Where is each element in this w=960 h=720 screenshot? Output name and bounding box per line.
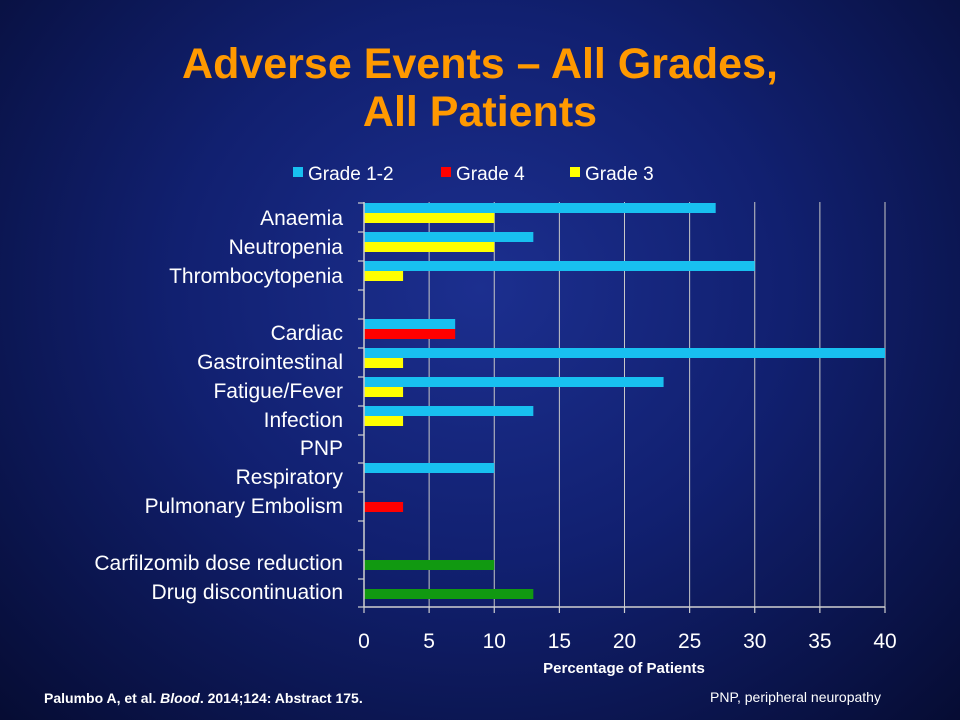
chart-category-labels: Anaemia Neutropenia Thrombocytopenia Cardia… [94, 207, 343, 604]
bar-other-carfilzomib-dose-reduction [364, 560, 495, 570]
chart-legend: Grade 1-2 Grade 4 Grade 3 [293, 164, 654, 185]
x-tick-label-5: 5 [423, 630, 435, 653]
x-axis-label: Percentage of Patients [543, 660, 705, 677]
legend-label-grade-1-2: Grade 1-2 [308, 164, 394, 185]
citation-journal: Blood [160, 690, 200, 706]
legend-label-grade-3: Grade 3 [585, 164, 654, 185]
category-label-anaemia: Anaemia [260, 207, 343, 230]
x-tick-label-0: 0 [358, 630, 370, 653]
x-tick-label-10: 10 [483, 630, 506, 653]
citation-authors: Palumbo A, et al. [44, 690, 161, 706]
bar-grade-1-2-gastrointestinal [364, 348, 885, 358]
abbreviation-note: PNP, peripheral neuropathy [710, 689, 881, 705]
bar-grade-1-2-neutropenia [364, 232, 534, 242]
chart-x-tick-labels: 0 5 10 15 20 25 30 35 40 [358, 630, 897, 653]
slide-title-line-2: All Patients [362, 88, 598, 136]
bar-grade-3-fatigue-fever [364, 387, 404, 397]
category-label-fatigue-fever: Fatigue/Fever [213, 380, 343, 403]
bar-grade-3-thrombocytopenia [364, 271, 404, 281]
slide-title-line-1: Adverse Events – All Grades, [182, 40, 778, 88]
bar-grade-4-cardiac [364, 329, 456, 339]
category-label-drug-discontinuation: Drug discontinuation [152, 581, 343, 604]
slide-title: Adverse Events – All Grades, All Patient… [0, 40, 960, 136]
bar-grade-1-2-cardiac [364, 319, 456, 329]
legend-swatch-grade-4 [441, 167, 451, 177]
bar-grade-4-pulmonary-embolism [364, 502, 404, 512]
chart-bars [364, 203, 885, 599]
category-label-infection: Infection [264, 409, 343, 432]
x-tick-label-15: 15 [548, 630, 571, 653]
category-label-thrombocytopenia: Thrombocytopenia [169, 265, 343, 288]
x-tick-label-20: 20 [613, 630, 636, 653]
x-tick-label-40: 40 [873, 630, 896, 653]
bar-grade-3-gastrointestinal [364, 358, 404, 368]
category-label-respiratory: Respiratory [236, 466, 344, 489]
bar-grade-3-infection [364, 416, 404, 426]
category-label-carfilzomib-dose-reduction: Carfilzomib dose reduction [94, 552, 343, 575]
citation-footnote: Palumbo A, et al. Blood. 2014;124: Abstr… [44, 690, 363, 706]
legend-label-grade-4: Grade 4 [456, 164, 525, 185]
bar-grade-1-2-anaemia [364, 203, 716, 213]
chart-axes [358, 202, 886, 613]
bar-grade-3-anaemia [364, 213, 495, 223]
category-label-gastrointestinal: Gastrointestinal [197, 351, 343, 374]
bar-grade-1-2-fatigue-fever [364, 377, 664, 387]
category-label-cardiac: Cardiac [271, 322, 343, 345]
legend-swatch-grade-1-2 [293, 167, 303, 177]
bar-grade-3-neutropenia [364, 242, 495, 252]
x-tick-label-30: 30 [743, 630, 766, 653]
bar-grade-1-2-infection [364, 406, 534, 416]
x-tick-label-25: 25 [678, 630, 701, 653]
category-label-pnp: PNP [300, 437, 343, 460]
bar-grade-1-2-thrombocytopenia [364, 261, 755, 271]
category-label-pulmonary-embolism: Pulmonary Embolism [145, 495, 343, 518]
legend-swatch-grade-3 [570, 167, 580, 177]
bar-other-drug-discontinuation [364, 589, 534, 599]
citation-details: . 2014;124: Abstract 175. [199, 690, 363, 706]
category-label-neutropenia: Neutropenia [229, 236, 344, 259]
bar-grade-1-2-respiratory [364, 463, 495, 473]
x-tick-label-35: 35 [808, 630, 831, 653]
